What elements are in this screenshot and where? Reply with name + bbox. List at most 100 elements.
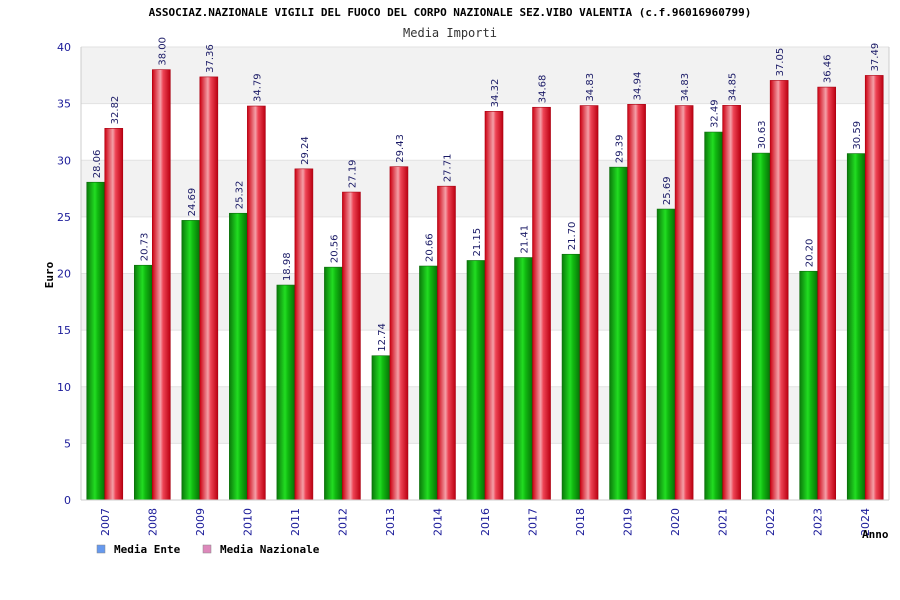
bar-media-nazionale (674, 105, 694, 501)
legend-label: Media Ente (114, 543, 181, 556)
data-label-media-nazionale: 34.79 (252, 73, 263, 102)
bar-media-nazionale (247, 105, 266, 501)
data-label-media-ente: 24.69 (187, 188, 198, 217)
data-label-media-ente: 20.66 (424, 233, 435, 262)
bar-media-nazionale (342, 191, 361, 501)
data-label-media-ente: 25.69 (662, 176, 673, 205)
x-tick-label: 2008 (146, 508, 159, 536)
bar-media-ente (656, 208, 676, 501)
x-tick-label: 2011 (289, 508, 302, 536)
bar-media-nazionale (627, 104, 646, 501)
bar-media-ente (799, 270, 819, 501)
bar-media-ente (846, 153, 866, 501)
x-axis-label: Anno (862, 528, 889, 541)
data-label-media-ente: 30.59 (852, 121, 863, 150)
y-tick-label: 5 (64, 437, 71, 450)
bar-media-ente (324, 266, 343, 501)
data-label-media-ente: 29.39 (615, 135, 626, 164)
bar-media-nazionale (722, 105, 741, 501)
data-label-media-nazionale: 34.32 (490, 79, 501, 108)
bar-media-nazionale (294, 168, 314, 501)
data-label-media-nazionale: 38.00 (157, 37, 168, 66)
bar-media-ente (704, 131, 723, 501)
bar-media-nazionale (151, 69, 171, 501)
x-tick-label: 2017 (527, 508, 540, 536)
x-tick-label: 2007 (99, 508, 112, 536)
bar-media-ente (133, 264, 153, 501)
y-tick-label: 35 (57, 98, 71, 111)
x-tick-label: 2020 (669, 508, 682, 536)
x-tick-label: 2021 (717, 508, 730, 536)
data-label-media-nazionale: 37.36 (205, 44, 216, 73)
x-tick-label: 2014 (431, 508, 444, 536)
data-label-media-ente: 20.56 (329, 235, 340, 264)
legend: Media Ente Media Nazionale (96, 543, 320, 556)
data-label-media-nazionale: 34.85 (728, 73, 739, 102)
data-label-media-nazionale: 32.82 (110, 96, 121, 125)
bar-media-ente (561, 253, 581, 501)
bar-media-ente (229, 212, 248, 501)
chart-subtitle: Media Importi (403, 26, 497, 40)
x-tick-label: 2010 (241, 508, 254, 536)
x-tick-label: 2024 (859, 508, 872, 536)
bars-group: 28.06 32.82 20.73 38.00 24.69 37.36 25.32 34.79… (86, 37, 884, 501)
bar-media-nazionale (769, 80, 789, 501)
data-label-media-nazionale: 34.94 (633, 72, 644, 101)
data-label-media-ente: 21.41 (520, 225, 531, 254)
bar-media-ente (751, 152, 771, 501)
bar-media-nazionale (437, 185, 456, 501)
bar-media-nazionale (199, 76, 219, 501)
data-label-media-ente: 21.70 (567, 222, 578, 251)
x-tick-label: 2019 (622, 508, 635, 536)
bar-media-nazionale (817, 86, 837, 501)
bar-media-ente (181, 220, 201, 501)
legend-label: Media Nazionale (220, 543, 320, 556)
y-tick-label: 20 (57, 268, 71, 281)
data-label-media-nazionale: 37.49 (870, 43, 881, 72)
data-label-media-ente: 20.73 (139, 233, 150, 262)
bar-media-nazionale (579, 105, 599, 501)
data-label-media-nazionale: 34.83 (585, 73, 596, 102)
y-axis-label: Euro (43, 261, 56, 288)
data-label-media-ente: 20.20 (805, 239, 816, 268)
x-tick-label: 2018 (574, 508, 587, 536)
x-tick-label: 2022 (764, 508, 777, 536)
chart-title: ASSOCIAZ.NAZIONALE VIGILI DEL FUOCO DEL … (149, 6, 752, 19)
data-label-media-nazionale: 27.19 (347, 159, 358, 188)
y-tick-label: 10 (57, 381, 71, 394)
bar-media-nazionale (389, 166, 409, 501)
bar-media-ente (466, 260, 486, 501)
x-tick-label: 2016 (479, 508, 492, 536)
data-label-media-nazionale: 34.68 (538, 75, 549, 104)
y-tick-label: 30 (57, 154, 71, 167)
data-label-media-ente: 28.06 (92, 150, 103, 179)
data-label-media-nazionale: 29.24 (300, 136, 311, 165)
bar-media-ente (371, 355, 391, 501)
bar-media-nazionale (104, 128, 124, 501)
data-label-media-nazionale: 37.05 (775, 48, 786, 77)
x-tick-label: 2023 (812, 508, 825, 536)
bar-media-ente (514, 257, 533, 501)
legend-swatch (96, 544, 106, 554)
data-label-media-ente: 25.32 (234, 181, 245, 210)
x-tick-label: 2009 (194, 508, 207, 536)
data-label-media-nazionale: 36.46 (823, 54, 834, 83)
bar-media-nazionale (532, 106, 551, 501)
bar-media-ente (276, 284, 296, 501)
data-label-media-nazionale: 27.71 (442, 154, 453, 183)
x-tick-label: 2012 (336, 508, 349, 536)
bar-media-ente (86, 181, 106, 501)
y-tick-label: 0 (64, 494, 71, 507)
data-label-media-ente: 12.74 (377, 323, 388, 352)
y-tick-label: 40 (57, 41, 71, 54)
bar-media-ente (419, 265, 438, 501)
data-label-media-ente: 18.98 (282, 252, 293, 281)
data-label-media-nazionale: 34.83 (680, 73, 691, 102)
data-label-media-ente: 32.49 (710, 99, 721, 128)
axes-group: 0 5 10 15 20 25 30 35 40 2007 2008 2009 2010 2011 2012… (57, 41, 890, 536)
y-tick-label: 15 (57, 324, 71, 337)
bar-media-nazionale (864, 75, 884, 501)
data-label-media-nazionale: 29.43 (395, 134, 406, 163)
bar-media-ente (609, 166, 628, 501)
